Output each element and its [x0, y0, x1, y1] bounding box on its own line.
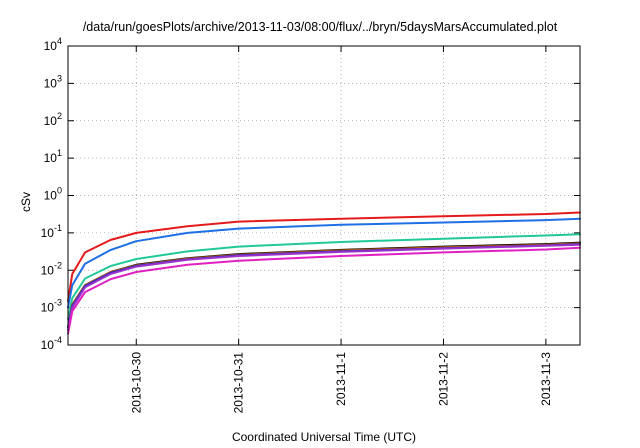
x-tick-label: 2013-11-2 [436, 352, 450, 406]
y-tick-label: 10-4 [41, 335, 62, 352]
x-axis-label: Coordinated Universal Time (UTC) [231, 430, 417, 444]
y-tick-label: 10-2 [41, 260, 62, 277]
y-tick-label: 10-3 [41, 298, 62, 315]
y-tick-label: 100 [44, 186, 62, 203]
x-tick-label: 2013-11-3 [539, 352, 553, 406]
plot-frame [67, 45, 581, 346]
y-tick-label: 102 [44, 111, 62, 128]
x-tick-label: 2013-10-30 [129, 352, 143, 414]
series-line [67, 217, 581, 309]
series-line [67, 241, 581, 329]
series-line [67, 233, 581, 320]
x-tick-label: 2013-11-1 [334, 352, 348, 406]
y-tick-label: 10-1 [41, 223, 62, 240]
y-tick-label: 104 [44, 36, 62, 53]
y-tick-label: 103 [44, 73, 62, 90]
series-line [67, 243, 581, 332]
chart-title: /data/run/goesPlots/archive/2013-11-03/0… [82, 20, 558, 34]
x-tick-label: 2013-10-31 [232, 352, 246, 414]
y-tick-label: 101 [44, 148, 62, 165]
series-line [67, 211, 581, 302]
series-line [67, 246, 581, 335]
